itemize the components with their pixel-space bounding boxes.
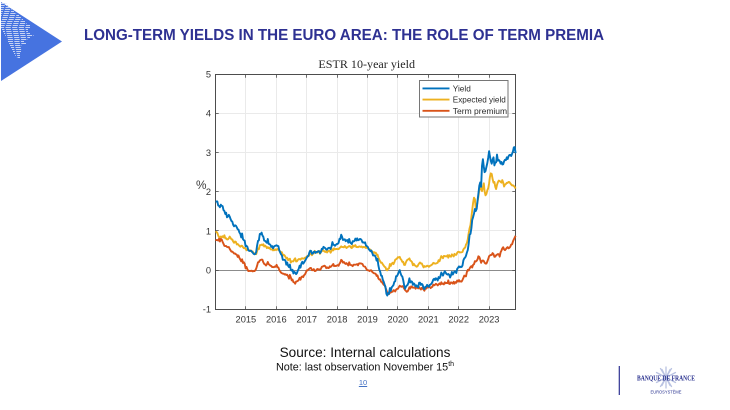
svg-text:4: 4 [206,109,211,119]
svg-text:2019: 2019 [357,315,378,325]
svg-text:2022: 2022 [448,315,469,325]
svg-text:%: % [196,178,207,192]
svg-text:1: 1 [206,226,211,236]
svg-text:3: 3 [206,148,211,158]
svg-text:Term premium: Term premium [453,106,507,116]
svg-text:Expected yield: Expected yield [453,95,506,105]
svg-text:2023: 2023 [479,315,500,325]
svg-text:2015: 2015 [236,315,257,325]
svg-text:Yield: Yield [453,84,471,94]
svg-text:2016: 2016 [266,315,287,325]
svg-text:2021: 2021 [418,315,439,325]
svg-text:2017: 2017 [296,315,317,325]
svg-text:EUROSYSTÈME: EUROSYSTÈME [651,389,682,396]
svg-text:0: 0 [206,266,211,276]
svg-text:2018: 2018 [327,315,348,325]
svg-text:2020: 2020 [388,315,409,325]
svg-text:5: 5 [206,70,211,80]
svg-text:-1: -1 [203,305,211,315]
svg-text:BANQUE DE FRANCE: BANQUE DE FRANCE [637,375,695,383]
svg-text:ESTR 10-year yield: ESTR 10-year yield [318,59,415,71]
svg-text:2: 2 [206,187,211,197]
svg-text:LONG-TERM YIELDS IN THE EURO A: LONG-TERM YIELDS IN THE EURO AREA: THE R… [84,27,604,44]
